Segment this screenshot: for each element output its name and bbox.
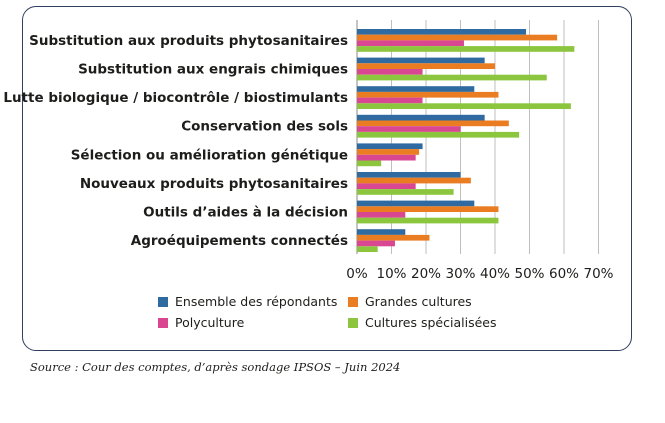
- bar: [357, 126, 461, 132]
- category-label: Nouveaux produits phytosanitaires: [80, 176, 348, 192]
- category-label: Substitution aux engrais chimiques: [78, 62, 348, 78]
- legend-label: Polyculture: [175, 315, 245, 330]
- bar: [357, 103, 571, 109]
- bar: [357, 69, 423, 75]
- bar: [357, 183, 416, 190]
- legend-swatch: [158, 296, 168, 307]
- bar: [357, 200, 475, 207]
- bar: [357, 97, 423, 104]
- legend-label: Cultures spécialisées: [365, 315, 497, 330]
- chart-frame: [22, 6, 632, 351]
- x-tick-label: 70%: [583, 266, 613, 282]
- legend-label: Grandes cultures: [365, 294, 472, 309]
- bars: [357, 29, 575, 252]
- legend-label: Ensemble des répondants: [175, 294, 338, 309]
- legend-swatch: [348, 296, 358, 307]
- bar: [357, 91, 499, 98]
- bar: [357, 246, 378, 252]
- bar: [357, 217, 499, 224]
- x-tick-label: 40%: [480, 266, 510, 282]
- bar: [357, 63, 495, 69]
- category-label: Substitution aux produits phytosanitaire…: [29, 33, 348, 49]
- category-label: Sélection ou amélioration génétique: [71, 147, 348, 163]
- x-tick-labels: 0% 10% 20% 30% 40% 50% 60% 70%: [346, 266, 613, 282]
- bar: [357, 206, 499, 212]
- bar-chart: Substitution aux produits phytosanitaire…: [3, 20, 614, 282]
- bar: [357, 40, 464, 47]
- category-label: Conservation des sols: [181, 119, 348, 135]
- bar: [357, 234, 430, 241]
- x-tick-label: 50%: [514, 266, 544, 282]
- legend-item-ensemble: Ensemble des répondants: [158, 294, 337, 309]
- bar: [357, 57, 485, 64]
- legend-item-cultures-specialisees: Cultures spécialisées: [348, 315, 496, 330]
- category-labels: Substitution aux produits phytosanitaire…: [3, 33, 348, 249]
- x-tick-label: 30%: [445, 266, 475, 282]
- source-note: Source : Cour des comptes, d’après sonda…: [30, 360, 401, 374]
- bar: [357, 46, 575, 52]
- bar: [357, 131, 520, 138]
- bar: [357, 212, 406, 218]
- legend-swatch: [158, 317, 168, 328]
- bar: [357, 149, 420, 155]
- bar: [357, 114, 485, 121]
- legend-item-grandes-cultures: Grandes cultures: [348, 294, 472, 309]
- bar: [357, 120, 509, 127]
- bar: [357, 143, 423, 150]
- bar: [357, 160, 382, 167]
- legend-swatch: [348, 317, 358, 328]
- legend-item-polyculture: Polyculture: [158, 315, 244, 330]
- bar: [357, 74, 547, 81]
- bar: [357, 189, 454, 195]
- bar: [357, 229, 406, 235]
- bar: [357, 177, 471, 184]
- bar: [357, 29, 527, 35]
- bar: [357, 154, 416, 161]
- x-tick-label: 60%: [549, 266, 579, 282]
- x-tick-label: 10%: [376, 266, 406, 282]
- bar: [357, 86, 475, 92]
- bar: [357, 34, 558, 41]
- bar: [357, 172, 461, 178]
- bar: [357, 240, 395, 247]
- category-label: Lutte biologique / biocontrôle / biostim…: [3, 90, 348, 106]
- x-tick-label: 20%: [411, 266, 441, 282]
- category-label: Outils d’aides à la décision: [143, 205, 348, 221]
- category-label: Agroéquipements connectés: [131, 233, 348, 249]
- x-tick-label: 0%: [346, 266, 368, 282]
